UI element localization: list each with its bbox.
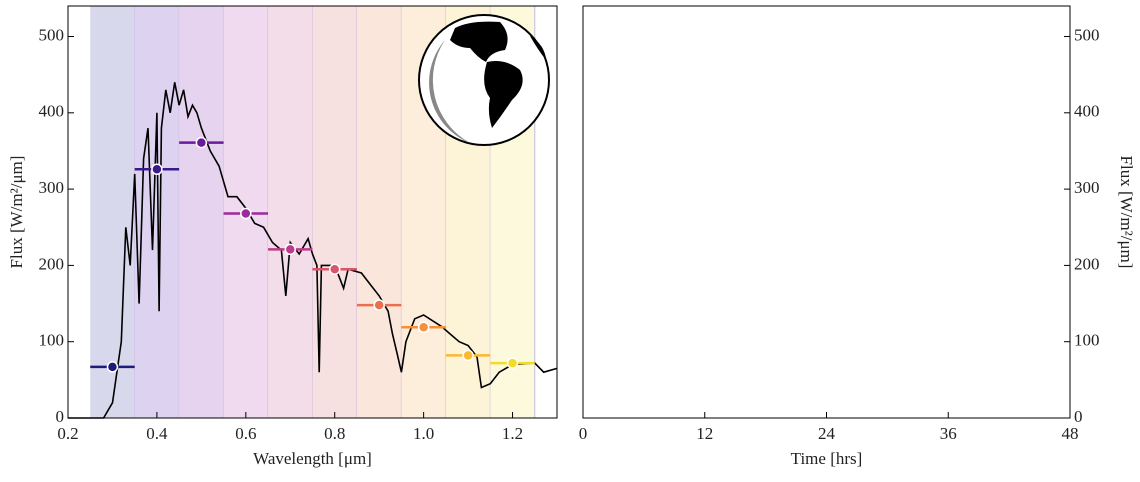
y-tick-label: 300 bbox=[39, 178, 65, 197]
bin-point bbox=[506, 357, 519, 369]
y-tick-label: 200 bbox=[39, 254, 65, 273]
y-tick-label: 100 bbox=[39, 331, 65, 350]
x-axis-label: Time [hrs] bbox=[791, 449, 863, 468]
wavelength-band bbox=[268, 6, 313, 418]
x-tick-label: 48 bbox=[1062, 424, 1079, 443]
y-tick-label: 500 bbox=[39, 25, 65, 44]
wavelength-band bbox=[356, 6, 402, 418]
plot-frame bbox=[67, 5, 558, 419]
x-tick-label: 24 bbox=[818, 424, 836, 443]
bin-point bbox=[240, 207, 252, 220]
x-axis-label: Wavelength [μm] bbox=[253, 449, 372, 468]
x-tick-label: 0.4 bbox=[146, 424, 168, 443]
bin-point bbox=[373, 299, 385, 311]
y-tick-label: 400 bbox=[39, 102, 65, 121]
y-tick-label: 0 bbox=[56, 407, 65, 426]
x-tick-label: 12 bbox=[696, 424, 713, 443]
y-tick-label: 0 bbox=[1074, 407, 1083, 426]
wavelength-band bbox=[179, 6, 224, 418]
x-tick-label: 0.8 bbox=[324, 424, 345, 443]
y-axis-label: Flux [W/m²/μm] bbox=[7, 156, 26, 269]
x-tick-label: 1.0 bbox=[413, 424, 434, 443]
plot-frame bbox=[582, 5, 1071, 419]
bin-point bbox=[195, 136, 208, 149]
y-tick-label: 200 bbox=[1074, 254, 1100, 273]
x-tick-label: 0.2 bbox=[57, 424, 78, 443]
y-axis-label: Flux [W/m²/μm] bbox=[1117, 156, 1136, 269]
bin-point bbox=[284, 243, 297, 256]
globe-icon bbox=[418, 14, 550, 146]
x-tick-label: 1.2 bbox=[502, 424, 523, 443]
x-tick-label: 0 bbox=[579, 424, 588, 443]
y-tick-label: 500 bbox=[1074, 25, 1100, 44]
bin-point bbox=[417, 321, 430, 333]
y-tick-label: 300 bbox=[1074, 178, 1100, 197]
wavelength-band bbox=[90, 6, 135, 418]
spectrum-line bbox=[68, 82, 558, 419]
x-tick-label: 36 bbox=[940, 424, 957, 443]
bin-point bbox=[328, 263, 341, 275]
y-tick-label: 100 bbox=[1074, 331, 1100, 350]
bin-point bbox=[151, 163, 163, 176]
x-tick-label: 0.6 bbox=[235, 424, 256, 443]
bin-point bbox=[106, 361, 119, 373]
y-tick-label: 400 bbox=[1074, 102, 1100, 121]
bin-point bbox=[462, 349, 474, 362]
